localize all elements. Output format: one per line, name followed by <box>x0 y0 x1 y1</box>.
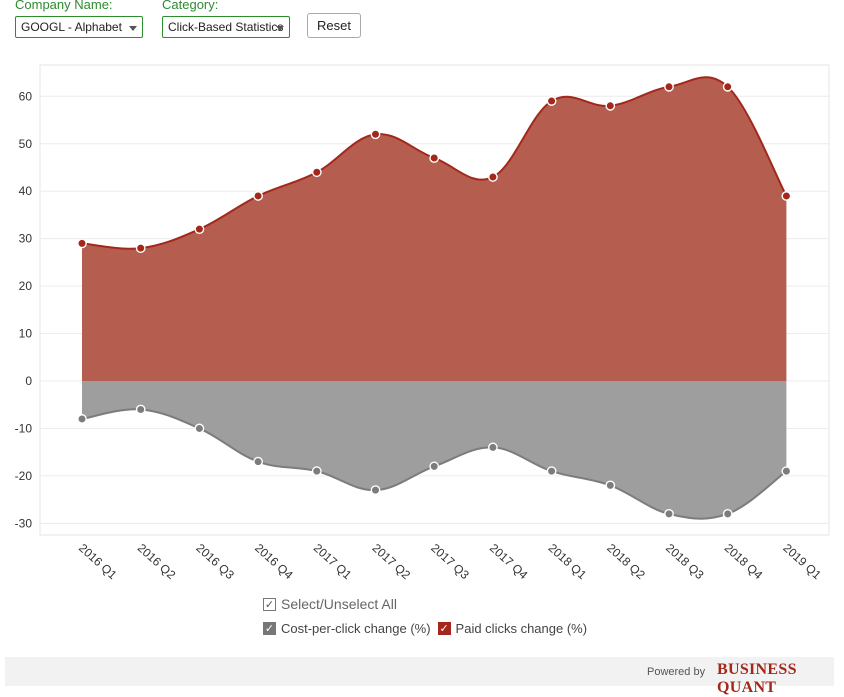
data-point <box>605 480 616 491</box>
data-point <box>781 191 792 201</box>
company-select[interactable]: GOOGL - Alphabet <box>15 16 143 38</box>
y-tick-label: 10 <box>19 327 33 341</box>
data-point <box>370 485 381 496</box>
legend-label-cpc: Cost-per-click change (%) <box>281 621 431 636</box>
y-tick-label: -10 <box>15 421 33 435</box>
x-tick-label: 2016 Q1 <box>76 541 120 582</box>
data-point <box>487 172 498 182</box>
y-tick-label: 30 <box>19 232 33 246</box>
checkbox-icon: ✓ <box>263 622 276 635</box>
legend-item-paid-clicks[interactable]: ✓ Paid clicks change (%) <box>437 621 588 636</box>
series-area <box>82 77 787 382</box>
checkbox-icon: ✓ <box>263 597 276 611</box>
data-point <box>194 224 205 235</box>
powered-by-text: Powered by <box>647 666 706 678</box>
legend-label-paid-clicks: Paid clicks change (%) <box>455 621 588 636</box>
y-tick-label: -30 <box>15 516 33 530</box>
x-tick-label: 2016 Q3 <box>193 541 237 582</box>
data-point <box>253 191 264 201</box>
select-all-toggle[interactable]: ✓ Select/Unselect All <box>263 596 397 612</box>
series-line <box>81 76 788 250</box>
footer: Powered by BUSINESS QUANT <box>5 657 834 696</box>
data-point <box>605 100 616 111</box>
category-select[interactable]: Click-Based Statistics <box>162 16 290 38</box>
legend-item-cpc[interactable]: ✓ Cost-per-click change (%) <box>263 621 431 636</box>
chevron-down-icon <box>129 26 137 31</box>
x-tick-label: 2017 Q2 <box>369 541 413 582</box>
data-point <box>194 423 205 434</box>
y-tick-label: 20 <box>19 279 33 293</box>
company-select-value: GOOGL - Alphabet <box>21 20 122 34</box>
data-point <box>253 456 264 467</box>
data-point <box>429 461 440 472</box>
checkbox-icon: ✓ <box>437 622 451 635</box>
chevron-down-icon <box>276 26 284 31</box>
x-tick-label: 2017 Q4 <box>487 541 531 582</box>
data-point <box>546 96 557 106</box>
company-label: Company Name: <box>15 0 113 12</box>
select-all-label: Select/Unselect All <box>281 596 397 612</box>
data-point <box>311 167 322 178</box>
data-point <box>781 466 792 477</box>
data-point <box>311 466 322 477</box>
data-point <box>135 243 146 254</box>
data-point <box>77 414 87 424</box>
x-tick-label: 2016 Q2 <box>135 541 179 582</box>
y-tick-label: -20 <box>15 469 33 483</box>
x-tick-label: 2018 Q3 <box>663 541 707 582</box>
x-tick-label: 2018 Q2 <box>604 541 648 582</box>
data-point <box>370 129 381 140</box>
data-point <box>722 508 733 519</box>
x-tick-label: 2019 Q1 <box>780 541 824 582</box>
data-point <box>546 466 557 477</box>
x-tick-label: 2017 Q1 <box>311 541 355 582</box>
x-tick-label: 2016 Q4 <box>252 541 296 582</box>
data-point <box>135 404 146 415</box>
area-chart: 60 50 40 30 20 10 0 -10 -20 -30 2016 Q1 2016 Q2 2016… <box>15 64 830 582</box>
reset-button[interactable]: Reset <box>307 13 361 38</box>
data-point <box>77 238 87 249</box>
data-point <box>664 81 674 92</box>
category-label: Category: <box>162 0 219 12</box>
x-tick-label: 2017 Q3 <box>428 541 472 582</box>
data-point <box>429 153 440 163</box>
y-tick-label: 50 <box>19 137 33 151</box>
y-tick-label: 0 <box>25 374 32 388</box>
data-point <box>722 81 733 92</box>
y-tick-label: 40 <box>19 184 33 198</box>
y-tick-label: 60 <box>19 89 33 103</box>
category-select-value: Click-Based Statistics <box>168 20 284 34</box>
x-tick-label: 2018 Q4 <box>722 541 766 582</box>
data-point <box>664 508 674 519</box>
data-point <box>487 442 498 453</box>
brand-logo[interactable]: BUSINESS QUANT <box>717 661 797 696</box>
x-tick-label: 2018 Q1 <box>546 541 590 582</box>
